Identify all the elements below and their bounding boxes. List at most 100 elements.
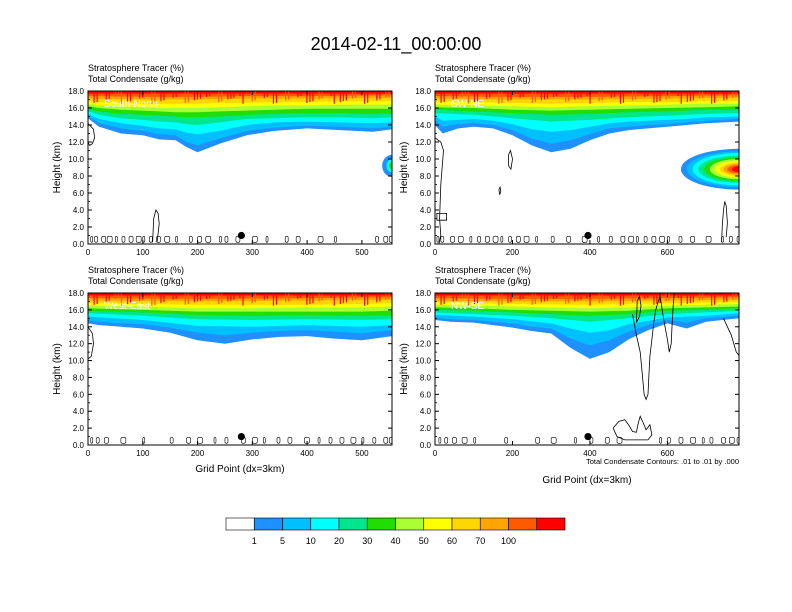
ground-condensate-mark [535,236,538,243]
ground-condensate-mark [628,236,634,243]
y-tick-label: 10.0 [68,155,84,164]
x-tick-label: 600 [661,449,675,458]
y-tick-label: 12.0 [415,138,431,147]
ground-condensate-mark [252,437,258,444]
ground-condensate-mark [550,437,557,444]
colorbar-label: 50 [419,536,429,546]
ground-condensate-mark [375,236,379,243]
x-tick-label: 400 [583,449,597,458]
plot-area [88,91,392,244]
x-tick-label: 400 [300,248,314,257]
ground-condensate-mark [276,437,281,444]
plot-area [88,293,392,445]
ground-condensate-mark [667,437,671,444]
colorbar-label: 1 [252,536,257,546]
panel-label: West-East [104,301,150,312]
colorbar-label: 5 [280,536,285,546]
ground-condensate-mark [690,236,695,243]
panel-title-line2: Total Condensate (g/kg) [435,74,531,84]
x-tick-label: 500 [355,248,369,257]
colorbar-swatch [508,517,538,531]
ground-condensate-mark [317,236,324,243]
y-axis-label: Height (km) [52,343,63,395]
ground-condensate-mark [295,236,301,243]
y-tick-label: 2.0 [420,223,432,232]
ground-condensate-mark [574,437,577,444]
y-tick-label: 0.0 [420,240,432,249]
y-tick-label: 18.0 [68,87,84,96]
y-tick-label: 10.0 [68,357,84,366]
y-axis-label: Height (km) [52,142,63,194]
panel-south-north: South-North Stratosphere Tracer (%)Total … [52,63,393,257]
panel-label: NW-SE [451,301,484,312]
colorbar-label: 30 [362,536,372,546]
ground-condensate-mark [500,236,504,243]
y-tick-label: 14.0 [415,323,431,332]
location-marker [237,231,245,240]
x-tick-label: 600 [661,248,675,257]
ground-condensate-mark [213,437,217,444]
ground-condensate-mark [516,236,521,243]
ground-condensate-mark [473,437,477,444]
condensate-contour [498,185,502,195]
colorbar: 1 5 10 20 30 40 50 60 70 100 [225,517,566,546]
ground-condensate-mark [252,236,258,243]
ground-condensate-mark [164,236,170,243]
ground-condensate-mark [701,437,705,444]
x-tick-label: 0 [86,248,91,257]
condensate-contour [152,209,160,243]
condensate-contour [632,297,660,401]
condensate-contour [721,201,728,243]
ground-condensate-mark [205,236,212,243]
y-tick-label: 0.0 [73,441,85,450]
y-tick-label: 6.0 [73,189,85,198]
y-tick-label: 16.0 [415,306,431,315]
x-tick-label: 0 [86,449,91,458]
ground-condensate-mark [350,437,357,444]
ground-condensate-mark [186,437,191,444]
ground-condensate-mark [643,236,648,243]
ground-condensate-mark [149,236,153,243]
ground-condensate-mark [328,437,333,444]
x-tick-label: 500 [355,449,369,458]
ground-condensate-mark [189,236,193,243]
colorbar-swatch [536,517,566,531]
ground-condensate-mark [361,437,365,444]
x-axis-label: Grid Point (dx=3km) [542,475,631,486]
ground-condensate-mark [485,236,490,243]
ground-condensate-mark [508,236,512,243]
y-tick-label: 10.0 [415,155,431,164]
ground-condensate-mark [729,236,733,243]
ground-condensate-mark [667,236,670,243]
ground-condensate-mark [372,437,377,444]
panel-west-east: West-East Stratosphere Tracer (%)Total Co… [52,265,393,475]
panel-title-line1: Stratosphere Tracer (%) [88,63,184,73]
ground-condensate-mark [383,236,389,243]
ground-condensate-mark [608,236,613,243]
condensate-contour [508,149,513,171]
y-tick-label: 6.0 [73,390,85,399]
ground-condensate-mark [438,437,442,444]
ground-condensate-mark [197,437,203,444]
ground-condensate-mark [709,437,714,444]
tracer-blob-bin-5 [389,161,392,171]
location-marker [584,231,592,240]
ground-condensate-mark [736,437,739,444]
colorbar-swatch [310,517,340,531]
ground-condensate-mark [142,236,146,243]
ground-condensate-mark [616,437,623,444]
ground-condensate-mark [156,236,161,243]
ground-condensate-mark [550,236,555,243]
contour-legend-note: Total Condensate Contours: .01 to .01 by… [586,457,739,466]
ground-condensate-mark [436,236,440,243]
ground-condensate-mark [224,437,229,444]
y-tick-label: 8.0 [420,373,432,382]
y-tick-label: 2.0 [420,424,432,433]
ground-condensate-mark [90,236,94,243]
y-tick-label: 8.0 [73,172,85,181]
ground-condensate-mark [440,236,445,243]
condensate-contour [436,212,448,221]
y-tick-label: 18.0 [415,289,431,298]
ground-condensate-mark [457,236,464,243]
